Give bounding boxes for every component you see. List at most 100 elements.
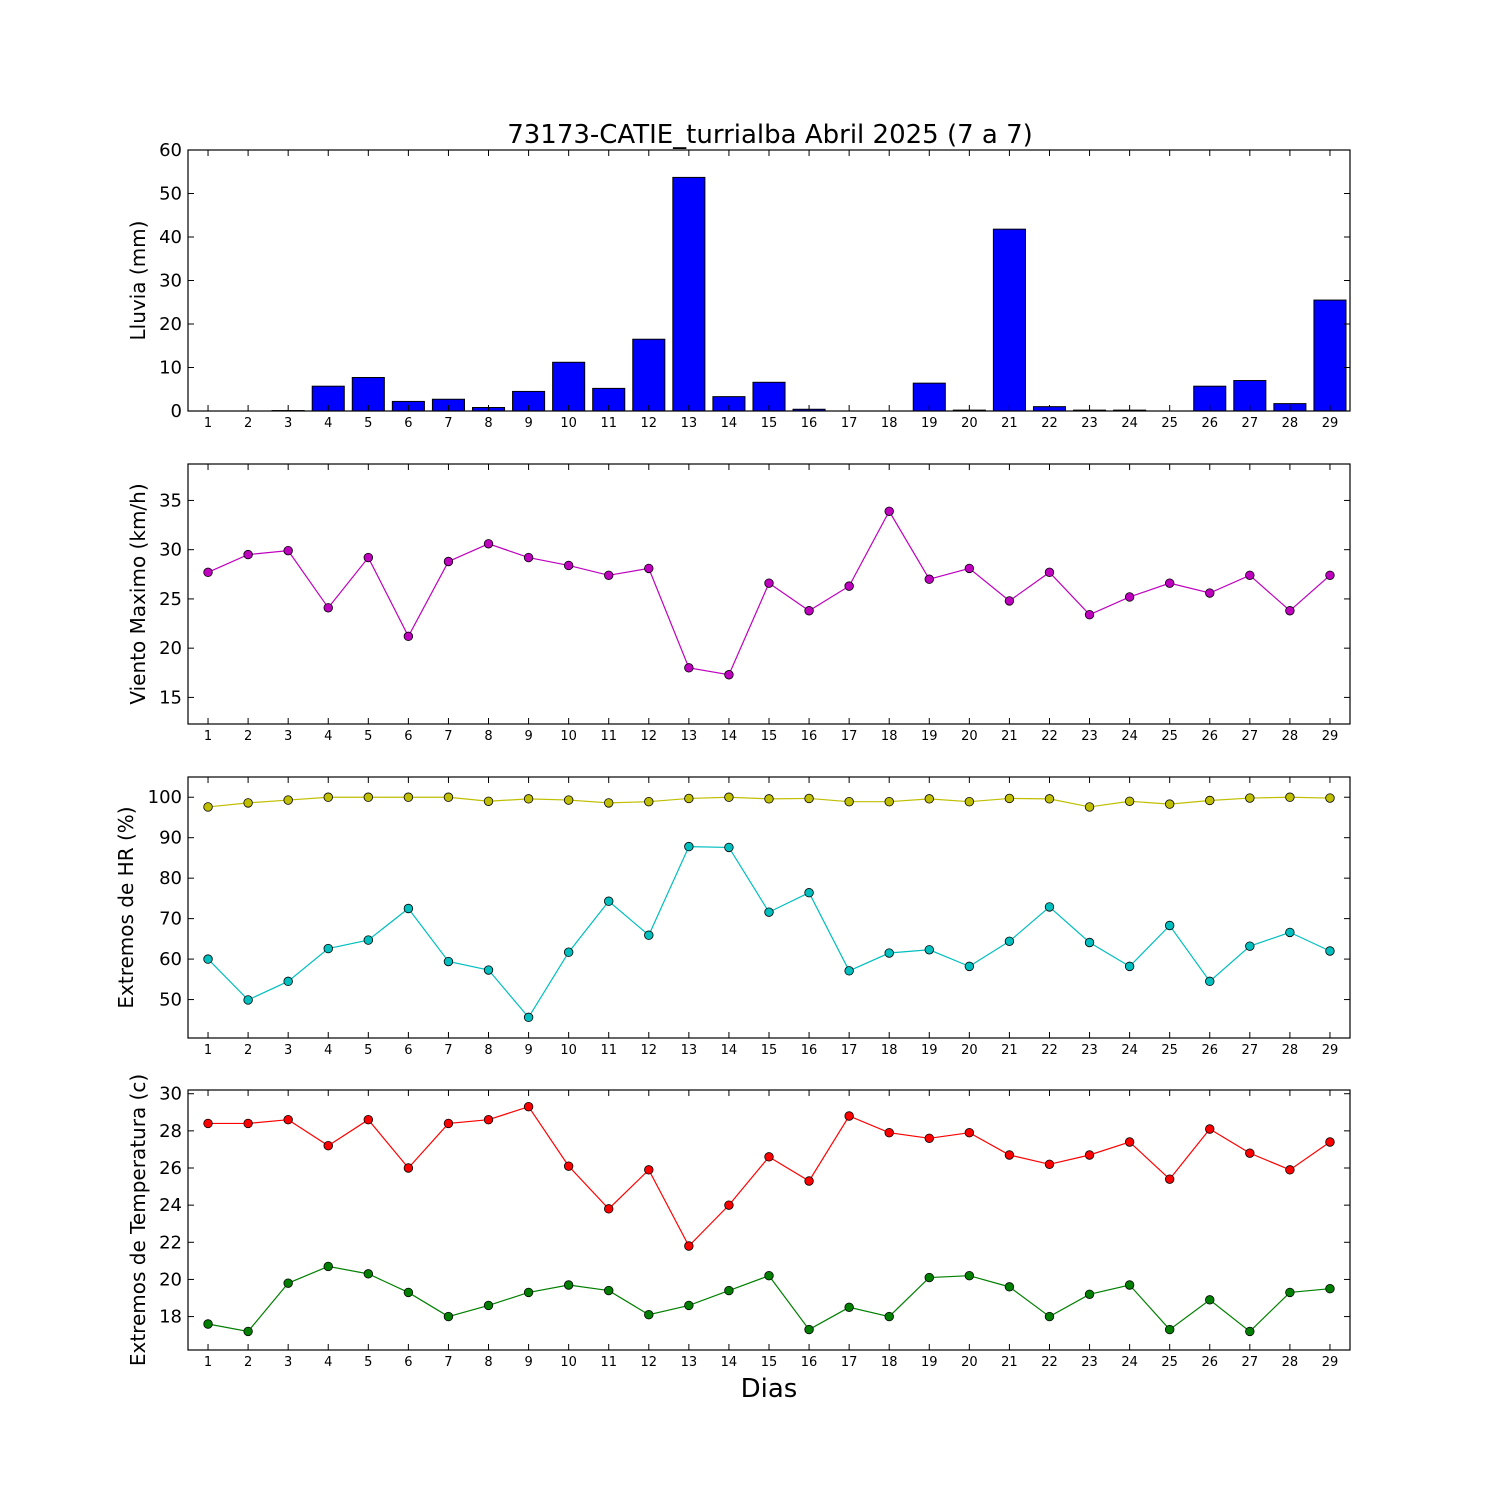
- xtick-label: 23: [1081, 729, 1098, 744]
- point-s1-day-1: [203, 567, 213, 578]
- ytick-label: 26: [159, 1158, 182, 1179]
- point-s2-day-23: [1084, 1289, 1095, 1299]
- point-s1-day-23: [1084, 609, 1095, 620]
- ytick-label: 40: [159, 227, 182, 248]
- xtick-label: 9: [524, 729, 532, 744]
- xtick-label: 21: [1001, 1043, 1018, 1058]
- xtick-label: 24: [1121, 729, 1138, 744]
- xtick-label: 3: [284, 1043, 292, 1058]
- xtick-label: 28: [1282, 729, 1299, 744]
- point-s1-day-22: [1044, 794, 1055, 804]
- point-s1-day-15: [764, 578, 774, 588]
- xtick-label: 18: [881, 1355, 898, 1370]
- xtick-label: 27: [1242, 1043, 1259, 1058]
- point-s2-day-29: [1325, 946, 1335, 956]
- point-s1-day-2: [243, 798, 253, 808]
- axes-frame: [187, 463, 1351, 725]
- xtick-label: 9: [524, 416, 532, 431]
- point-s2-day-16: [804, 888, 814, 898]
- point-s1-day-6: [403, 792, 414, 802]
- point-s1-day-14: [724, 670, 734, 680]
- ytick-label: 20: [159, 314, 182, 335]
- xtick-label: 27: [1242, 729, 1259, 744]
- point-s1-day-18: [884, 1128, 894, 1138]
- ytick-label: 80: [159, 868, 182, 889]
- xtick-label: 13: [681, 729, 698, 744]
- ytick-label: 15: [159, 687, 182, 708]
- xtick-label: 7: [444, 1355, 452, 1370]
- ytick-label: 100: [148, 787, 182, 808]
- ytick-label: 28: [159, 1121, 182, 1142]
- xtick-label: 12: [641, 729, 658, 744]
- point-s2-day-14: [724, 842, 734, 853]
- xtick-label: 21: [1001, 729, 1018, 744]
- point-s1-day-11: [604, 798, 614, 808]
- bar-day-4: [311, 385, 345, 412]
- point-s2-day-28: [1285, 927, 1295, 938]
- point-s1-day-3: [283, 545, 293, 556]
- xtick-label: 22: [1041, 416, 1058, 431]
- point-s2-day-21: [1004, 1282, 1015, 1292]
- xtick-label: 26: [1201, 1355, 1218, 1370]
- xtick-label: 20: [961, 416, 978, 431]
- point-s2-day-25: [1164, 1324, 1175, 1335]
- xtick-label: 8: [484, 1355, 492, 1370]
- point-s2-day-13: [684, 841, 694, 852]
- xtick-label: 15: [761, 729, 778, 744]
- xtick-label: 6: [404, 729, 412, 744]
- point-s2-day-4: [323, 943, 333, 954]
- point-s1-day-15: [764, 1152, 774, 1162]
- point-s1-day-11: [604, 570, 614, 580]
- point-s1-day-9: [523, 794, 534, 804]
- point-s2-day-6: [403, 903, 414, 914]
- point-s1-day-11: [604, 1204, 614, 1214]
- point-s1-day-29: [1325, 570, 1335, 580]
- point-s1-day-22: [1044, 1159, 1055, 1169]
- xtick-label: 16: [801, 1355, 818, 1370]
- point-s2-day-1: [203, 954, 213, 964]
- point-s2-day-5: [363, 935, 374, 945]
- xtick-label: 11: [600, 1355, 617, 1370]
- point-s1-day-16: [804, 793, 814, 804]
- xtick-label: 5: [364, 1355, 372, 1370]
- xtick-label: 1: [204, 729, 212, 744]
- xtick-label: 17: [841, 416, 858, 431]
- point-s1-day-18: [884, 506, 894, 516]
- xtick-label: 6: [404, 1355, 412, 1370]
- point-s2-day-16: [804, 1324, 814, 1335]
- point-s1-day-17: [844, 1111, 854, 1121]
- point-s2-day-17: [844, 966, 854, 976]
- xtick-label: 4: [324, 1043, 332, 1058]
- point-s1-day-10: [563, 560, 574, 571]
- xtick-label: 11: [600, 1043, 617, 1058]
- xtick-label: 8: [484, 416, 492, 431]
- xtick-label: 4: [324, 729, 332, 744]
- xtick-label: 15: [761, 1043, 778, 1058]
- point-s1-day-7: [443, 792, 454, 802]
- xtick-label: 16: [801, 1043, 818, 1058]
- xtick-label: 14: [721, 1043, 738, 1058]
- point-s1-day-25: [1164, 799, 1175, 809]
- point-s1-day-26: [1205, 1124, 1215, 1134]
- point-s1-day-12: [644, 1165, 654, 1175]
- axes-frame: [187, 149, 1351, 412]
- ytick-label: 50: [159, 990, 182, 1011]
- point-s2-day-7: [443, 956, 454, 967]
- ytick-label: 30: [159, 271, 182, 292]
- point-s2-day-27: [1245, 1326, 1255, 1337]
- bar-day-13: [672, 176, 706, 412]
- point-s2-day-17: [844, 1302, 854, 1312]
- xtick-label: 5: [364, 416, 372, 431]
- xtick-label: 19: [921, 1043, 938, 1058]
- series-line-1: [207, 510, 1331, 676]
- point-s1-day-16: [804, 1176, 814, 1186]
- bar-day-12: [632, 338, 666, 412]
- xtick-label: 20: [961, 1355, 978, 1370]
- xtick-label: 23: [1081, 1355, 1098, 1370]
- point-s1-day-24: [1124, 1137, 1135, 1147]
- ytick-label: 25: [159, 589, 182, 610]
- point-s2-day-20: [964, 961, 975, 972]
- point-s2-day-3: [283, 976, 293, 987]
- point-s1-day-20: [964, 1128, 975, 1138]
